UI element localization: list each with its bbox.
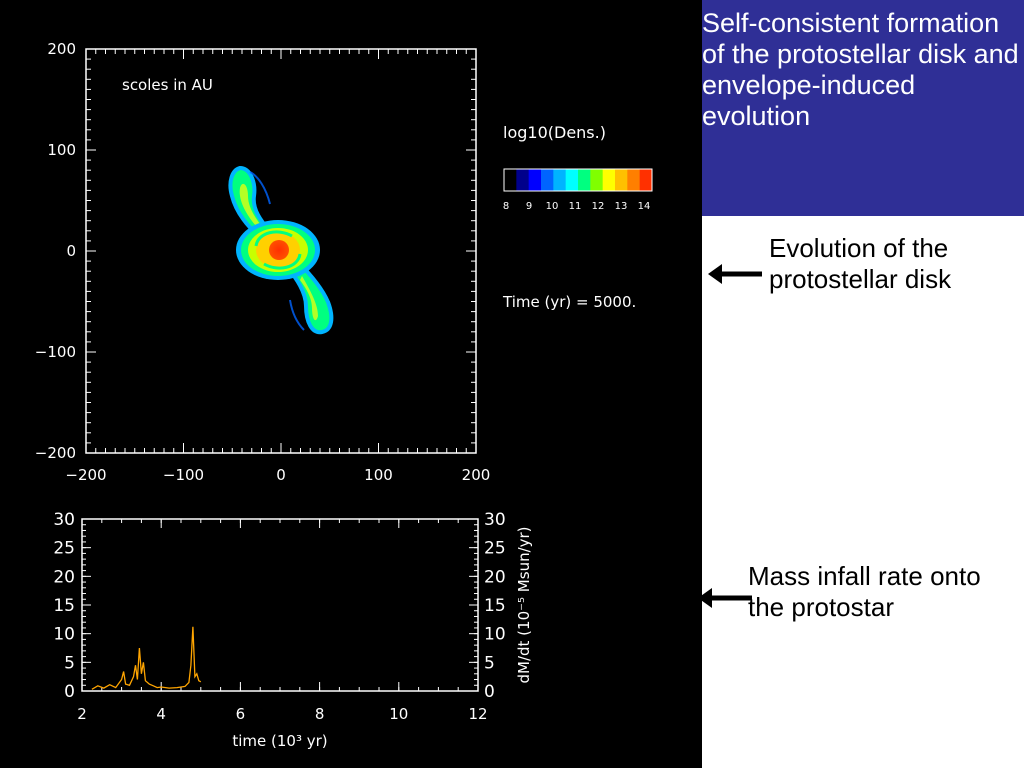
density-x-tick-label: −200 (65, 466, 106, 484)
infall-y-tick-label-left: 15 (53, 596, 75, 616)
colorbar-swatch (504, 169, 517, 191)
colorbar-swatch (639, 169, 653, 191)
infall-y-tick-label-left: 30 (53, 510, 75, 530)
colorbar-tick-label: 14 (638, 201, 651, 212)
colorbar-tick-label: 12 (592, 201, 605, 212)
infall-x-axis-label: time (10³ yr) (232, 732, 327, 750)
infall-x-tick-label: 4 (156, 705, 166, 723)
infall-chart-tick-labels: 2 4 6 8 10 12 0 0 5 5 10 10 15 15 20 20 25 25 30 30 (53, 510, 505, 723)
density-x-tick-label: −100 (163, 466, 204, 484)
infall-x-tick-label: 6 (236, 705, 246, 723)
infall-y-tick-label-right: 5 (484, 653, 495, 673)
slide-title-box: Self-consistent formation of the protost… (702, 0, 1024, 216)
infall-x-tick-label: 12 (468, 705, 487, 723)
colorbar-swatch (516, 169, 530, 191)
slide-title: Self-consistent formation of the protost… (702, 8, 1019, 131)
lower-spiral-arm (285, 259, 334, 335)
infall-y-tick-label-right: 15 (484, 596, 506, 616)
simulation-panel: −200 −100 0 100 200 200 100 0 −100 −200 scoles in… (0, 0, 702, 768)
colorbar-tick-label: 8 (503, 201, 509, 212)
infall-x-tick-label: 8 (315, 705, 325, 723)
infall-x-tick-label: 2 (77, 705, 87, 723)
infall-y-tick-label-left: 10 (53, 625, 75, 645)
arrow-left-icon (698, 588, 752, 608)
colorbar-tick-label: 10 (546, 201, 559, 212)
time-label: Time (yr) = 5000. (502, 293, 636, 311)
colorbar-border (503, 168, 653, 192)
infall-y-tick-label-right: 20 (484, 567, 506, 587)
colorbar-tick-labels: 8 9 10 11 12 13 14 (503, 201, 651, 212)
density-y-tick-label: 100 (47, 141, 76, 159)
colorbar-tick-label: 13 (615, 201, 628, 212)
colorbar-tick-label: 11 (569, 201, 582, 212)
density-map-image (228, 165, 334, 335)
colorbar-swatch (565, 169, 579, 191)
density-x-tick-label: 100 (364, 466, 393, 484)
mass-infall-note: Mass infall rate onto the protostar (748, 561, 981, 622)
density-x-tick-label: 0 (276, 466, 286, 484)
colorbar (503, 168, 653, 192)
infall-rate-line (91, 626, 202, 690)
upper-spiral-arm (228, 165, 273, 241)
colorbar-swatch (541, 169, 554, 191)
disk-evolution-note: Evolution of the protostellar disk (769, 233, 952, 294)
colorbar-title: log10(Dens.) (503, 123, 606, 142)
density-y-tick-label: 200 (47, 40, 76, 58)
colorbar-tick-label: 9 (526, 201, 532, 212)
arrow-left-icon (708, 264, 762, 284)
colorbar-swatch (615, 169, 628, 191)
density-map-ticks (85, 48, 477, 454)
colorbar-swatch (528, 169, 542, 191)
disk-spiral (254, 230, 302, 270)
infall-y-tick-label-right: 25 (484, 539, 506, 559)
infall-y-tick-label-left: 5 (64, 653, 75, 673)
lower-arm-tail (289, 299, 305, 331)
upper-spiral-arm-inner (239, 183, 260, 226)
upper-arm-tail (249, 171, 271, 205)
density-x-tick-label: 200 (462, 466, 491, 484)
colorbar-swatch (602, 169, 616, 191)
infall-y-tick-label-left: 25 (53, 539, 75, 559)
density-y-tick-label: 0 (66, 242, 76, 260)
infall-y-tick-label-left: 0 (64, 682, 75, 702)
infall-y-axis-label: dM/dt (10⁻⁵ Msun/yr) (515, 526, 533, 683)
density-map-tick-labels: −200 −100 0 100 200 200 100 0 −100 −200 (35, 40, 491, 484)
infall-y-tick-label-right: 30 (484, 510, 506, 530)
scale-annotation: scoles in AU (122, 76, 213, 94)
density-y-tick-label: −100 (35, 343, 76, 361)
density-y-tick-label: −200 (35, 444, 76, 462)
infall-x-tick-label: 10 (389, 705, 408, 723)
infall-chart-frame (81, 518, 479, 692)
colorbar-swatch (578, 169, 591, 191)
protostar-core (269, 240, 289, 260)
colorbar-swatch (627, 169, 641, 191)
infall-y-tick-label-left: 20 (53, 567, 75, 587)
colorbar-swatch (590, 169, 604, 191)
colorbar-swatch (553, 169, 567, 191)
infall-y-tick-label-right: 0 (484, 682, 495, 702)
infall-chart-ticks (81, 518, 479, 692)
lower-spiral-arm-inner (300, 276, 318, 321)
infall-y-tick-label-right: 10 (484, 625, 506, 645)
